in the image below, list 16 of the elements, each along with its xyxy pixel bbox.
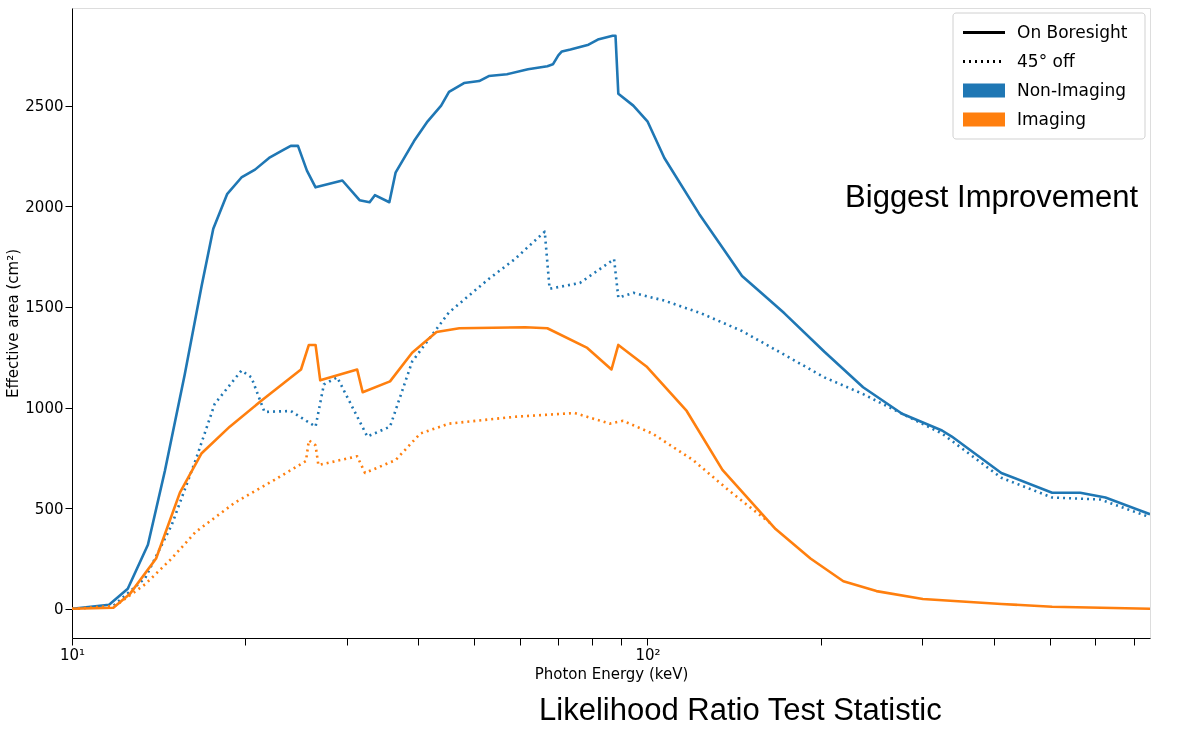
y-tick-label: 2500 (25, 97, 64, 116)
y-axis-title: Effective area (cm²) (4, 248, 23, 399)
annotation: 45° off (1017, 50, 1076, 71)
x-tick-label: 10¹ (59, 645, 86, 664)
legend-label: Imaging (1017, 108, 1087, 129)
annotation: Biggest Improvement (845, 179, 1139, 214)
y-tick-label: 1000 (25, 399, 64, 418)
text: Likelihood Ratio Test Statistic (539, 692, 942, 727)
annotation: On Boresight (1017, 21, 1128, 42)
y-tick-label: 1500 (25, 298, 64, 317)
y-tick-label: 500 (34, 499, 64, 518)
y-tick-label: 2000 (25, 197, 64, 216)
y-tick-label: 0 (53, 600, 64, 619)
x-axis-title: Photon Energy (keV) (534, 664, 689, 683)
x-tick-label: 10² (635, 645, 661, 664)
legend-label: Non-Imaging (1017, 79, 1127, 100)
